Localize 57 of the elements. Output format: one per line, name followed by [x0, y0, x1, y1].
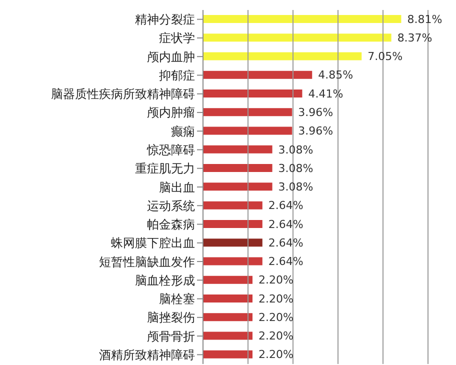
bar [203, 313, 252, 322]
bar [203, 126, 292, 135]
y-tick-label: 帕金森病 [147, 218, 195, 232]
bar [203, 90, 302, 98]
bar [203, 145, 272, 154]
y-tick-label: 脑挫裂伤 [147, 310, 195, 325]
bar [203, 276, 252, 284]
data-label: 4.41% [308, 87, 344, 100]
bar [203, 34, 392, 42]
y-tick-label: 颅内血肿 [147, 50, 195, 64]
y-tick-label: 抑郁症 [159, 68, 195, 82]
y-tick-label: 重症肌无力 [135, 162, 195, 176]
data-label: 7.05% [368, 50, 403, 64]
data-label: 2.20% [258, 274, 294, 287]
bar [203, 350, 252, 358]
data-label: 8.37% [397, 31, 432, 44]
data-label: 3.08% [278, 162, 314, 175]
bar [203, 294, 252, 302]
y-tick-label: 运动系统 [147, 198, 195, 213]
bar [203, 201, 262, 210]
data-label: 8.81% [407, 12, 442, 26]
y-tick-label: 脑血栓形成 [135, 273, 195, 288]
bar [203, 238, 262, 247]
bar [203, 52, 362, 60]
data-label: 2.20% [258, 330, 294, 343]
data-label: 2.64% [268, 255, 304, 268]
y-tick-label: 癫痫 [171, 124, 195, 138]
data-label: 2.20% [258, 310, 294, 324]
bar [203, 164, 272, 172]
y-tick-label: 症状学 [159, 31, 195, 46]
bar [203, 15, 402, 23]
y-tick-label: 惊恐障碍 [146, 142, 195, 157]
data-label: 2.64% [268, 218, 304, 231]
y-tick-label: 脑栓塞 [159, 292, 195, 306]
bar [203, 220, 262, 228]
data-label: 2.64% [268, 236, 304, 250]
y-tick-label: 脑器质性疾病所致精神障碍 [51, 87, 195, 102]
bar [203, 108, 292, 116]
data-label: 3.08% [278, 180, 314, 194]
data-label: 3.96% [298, 106, 334, 120]
bar [203, 182, 272, 191]
data-label: 2.64% [268, 199, 304, 212]
y-tick-label: 精神分裂症 [135, 12, 195, 27]
data-label: 2.20% [258, 292, 294, 306]
y-tick-label: 短暂性脑缺血发作 [99, 254, 195, 269]
bar [203, 332, 252, 340]
data-label: 4.85% [318, 68, 354, 82]
bar [203, 257, 262, 266]
bar [203, 70, 312, 79]
data-label: 3.08% [278, 143, 314, 156]
y-tick-label: 酒精所致精神障碍 [99, 348, 195, 362]
y-tick-label: 颅骨骨折 [147, 329, 195, 344]
y-tick-label: 蛛网膜下腔出血 [111, 236, 195, 250]
data-label: 2.20% [258, 348, 294, 362]
data-label: 3.96% [298, 124, 334, 138]
y-tick-label: 脑出血 [159, 180, 195, 194]
y-tick-label: 颅内肿瘤 [147, 106, 195, 120]
